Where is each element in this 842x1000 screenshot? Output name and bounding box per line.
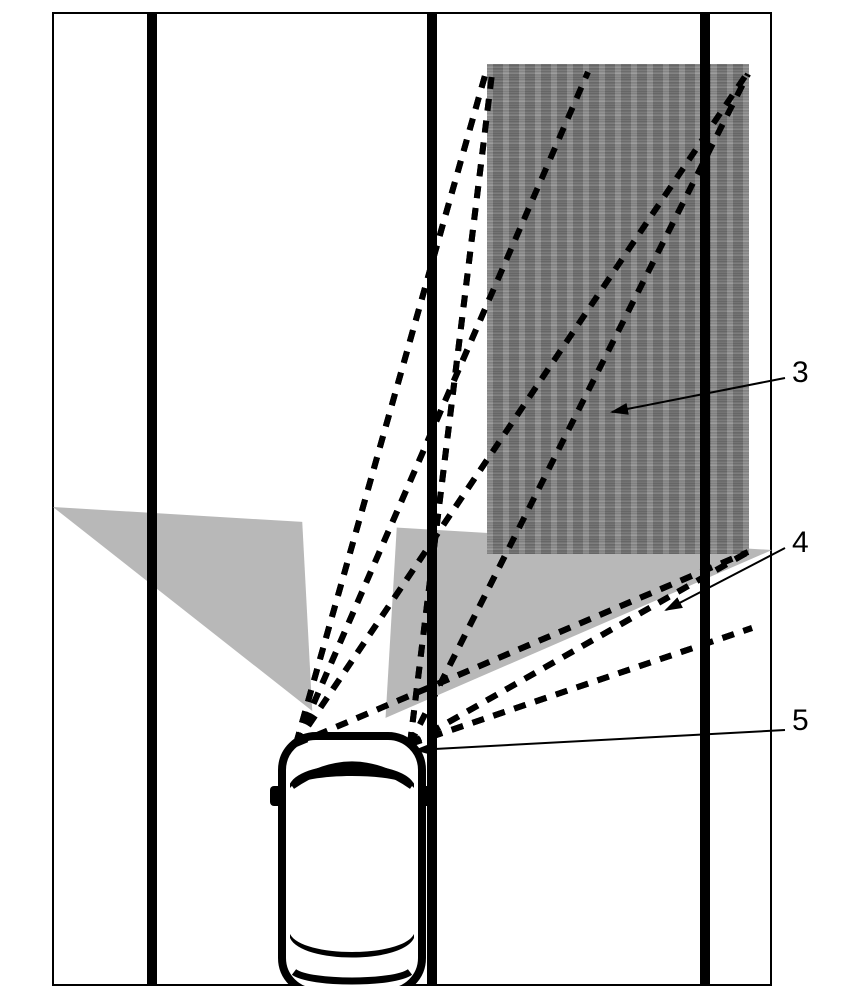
lane-line-left <box>147 14 157 984</box>
car-icon <box>270 736 434 986</box>
callout-label-4: 4 <box>792 526 809 560</box>
callout-label-5: 5 <box>792 704 809 738</box>
lane-line-center <box>427 14 437 984</box>
lane-line-right <box>700 14 710 984</box>
callout-label-3: 3 <box>792 356 809 390</box>
